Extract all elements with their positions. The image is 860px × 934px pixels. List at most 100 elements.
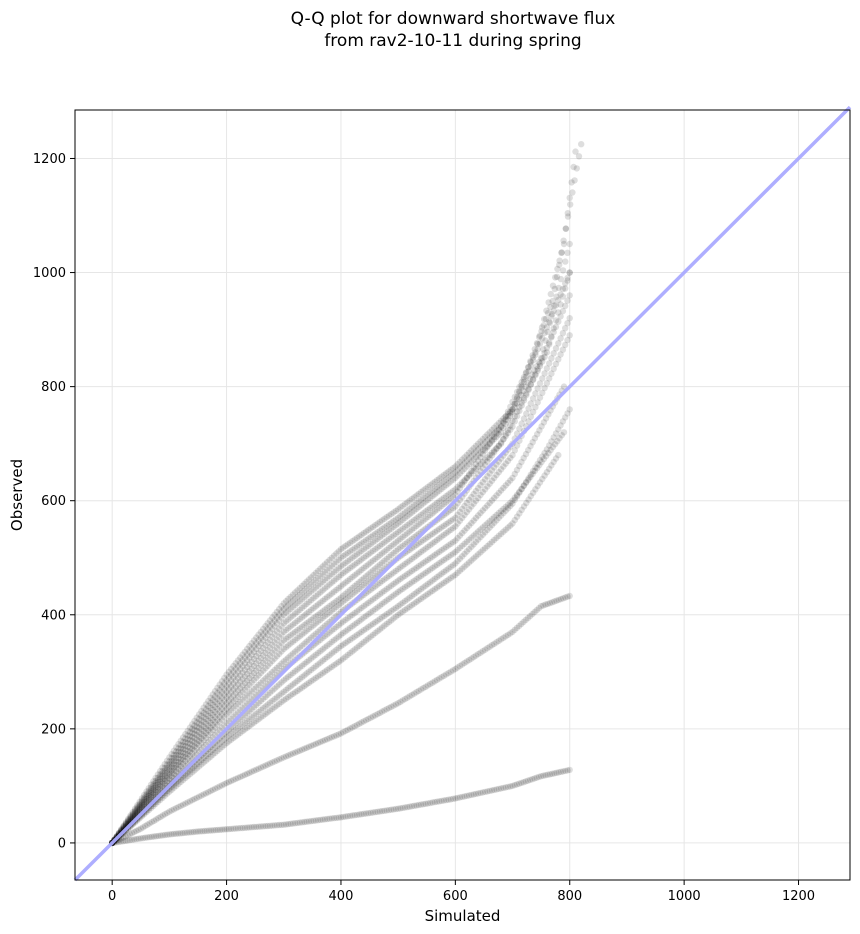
data-point [129, 810, 136, 817]
data-point [445, 669, 452, 677]
data-point [477, 461, 484, 468]
data-point [411, 501, 418, 509]
data-point [173, 804, 180, 812]
data-point [337, 563, 345, 570]
data-point [463, 658, 470, 665]
data-point [138, 798, 146, 806]
data-point [244, 684, 251, 691]
data-point [216, 783, 223, 790]
data-point [529, 439, 536, 446]
data-point [271, 685, 278, 692]
data-point [181, 829, 188, 836]
data-point [239, 675, 246, 683]
data-point [560, 383, 568, 390]
data-point [383, 514, 390, 521]
data-point [422, 508, 429, 515]
data-point [553, 273, 561, 281]
data-point [511, 400, 518, 408]
data-point [541, 449, 548, 457]
data-point [449, 476, 457, 483]
data-point [170, 751, 178, 759]
data-point [282, 686, 290, 694]
data-point [436, 498, 443, 505]
data-point [433, 499, 441, 507]
data-point [534, 367, 541, 374]
data-point [127, 815, 134, 822]
data-point [209, 711, 216, 719]
data-point [221, 736, 228, 743]
data-point [260, 667, 267, 674]
data-point [326, 592, 333, 599]
data-point [399, 502, 406, 509]
data-point [269, 620, 276, 627]
data-point [475, 790, 482, 797]
data-point [177, 830, 184, 837]
data-point [431, 586, 438, 593]
data-point [157, 781, 164, 788]
data-point [500, 634, 507, 641]
data-point [557, 291, 564, 298]
data-point [324, 559, 331, 566]
data-point [475, 457, 482, 464]
data-point [557, 301, 564, 308]
data-point [168, 757, 175, 765]
data-point [184, 727, 191, 735]
data-point [367, 533, 374, 541]
data-point [264, 620, 271, 627]
data-point [546, 319, 554, 327]
data-point [468, 557, 475, 564]
data-point [305, 608, 313, 615]
data-point [241, 824, 249, 831]
data-point [271, 617, 278, 624]
data-point [186, 798, 194, 805]
data-point [239, 696, 246, 703]
data-point [372, 522, 379, 529]
data-point [502, 460, 509, 467]
data-point [369, 567, 377, 574]
data-point [360, 554, 367, 561]
data-point [542, 415, 550, 422]
data-point [436, 548, 443, 555]
data-point [381, 622, 388, 629]
data-point [447, 495, 454, 502]
data-point [246, 681, 253, 689]
data-point [210, 827, 217, 834]
data-point [479, 435, 486, 443]
data-point [564, 213, 572, 220]
data-point [374, 544, 381, 551]
data-point [344, 558, 351, 565]
data-point [173, 761, 180, 769]
data-point [513, 394, 521, 401]
data-point [438, 485, 445, 492]
data-point [340, 544, 347, 551]
data-point [413, 689, 420, 696]
data-point [312, 630, 319, 637]
data-point [253, 653, 260, 660]
data-point [429, 503, 436, 510]
data-point [564, 767, 571, 774]
data-point [186, 729, 194, 736]
chart-title-line-1: Q-Q plot for downward shortwave flux [290, 9, 616, 29]
data-point [248, 679, 255, 686]
data-point [289, 612, 297, 619]
data-point [560, 237, 567, 244]
data-point [388, 519, 395, 526]
data-point [305, 679, 313, 686]
data-point [308, 634, 315, 641]
data-point [218, 738, 226, 745]
data-point [513, 493, 521, 500]
data-point [170, 784, 178, 791]
data-point [555, 769, 562, 776]
data-point [491, 494, 498, 502]
data-point [429, 540, 436, 547]
data-point [479, 458, 486, 466]
data-point [504, 416, 511, 424]
data-point [408, 518, 416, 525]
data-point [346, 548, 354, 555]
data-point [278, 639, 285, 647]
data-point [207, 787, 214, 795]
data-point [358, 640, 365, 648]
data-point [546, 318, 553, 325]
data-point [237, 723, 244, 730]
data-point [287, 692, 294, 699]
